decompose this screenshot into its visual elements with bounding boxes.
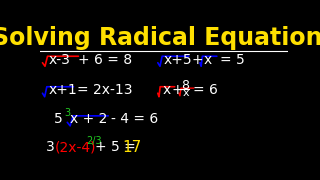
Text: x: x [162, 83, 171, 97]
Text: = 2x-13: = 2x-13 [77, 83, 132, 97]
Text: Solving Radical Equations: Solving Radical Equations [0, 26, 320, 50]
Text: - 4 = 6: - 4 = 6 [111, 112, 158, 126]
Text: 5: 5 [54, 112, 62, 126]
Text: = 5: = 5 [220, 53, 244, 67]
Text: x: x [204, 53, 212, 67]
Text: x+1: x+1 [48, 83, 77, 97]
Text: 3: 3 [64, 108, 70, 118]
Text: 2/3: 2/3 [87, 136, 102, 145]
Text: 3: 3 [46, 140, 55, 154]
Text: 8: 8 [181, 79, 189, 92]
Text: x: x [182, 88, 189, 98]
Text: 17: 17 [122, 140, 141, 155]
Text: x + 2: x + 2 [70, 112, 107, 126]
Text: = 6: = 6 [193, 83, 217, 97]
Text: + 6 = 8: + 6 = 8 [78, 53, 132, 67]
Text: (2x-4): (2x-4) [55, 140, 96, 154]
Text: x-3: x-3 [49, 53, 70, 67]
Text: +: + [172, 83, 183, 97]
Text: + 5 =: + 5 = [95, 140, 136, 154]
Text: +: + [191, 53, 203, 67]
Text: x+5: x+5 [164, 53, 192, 67]
